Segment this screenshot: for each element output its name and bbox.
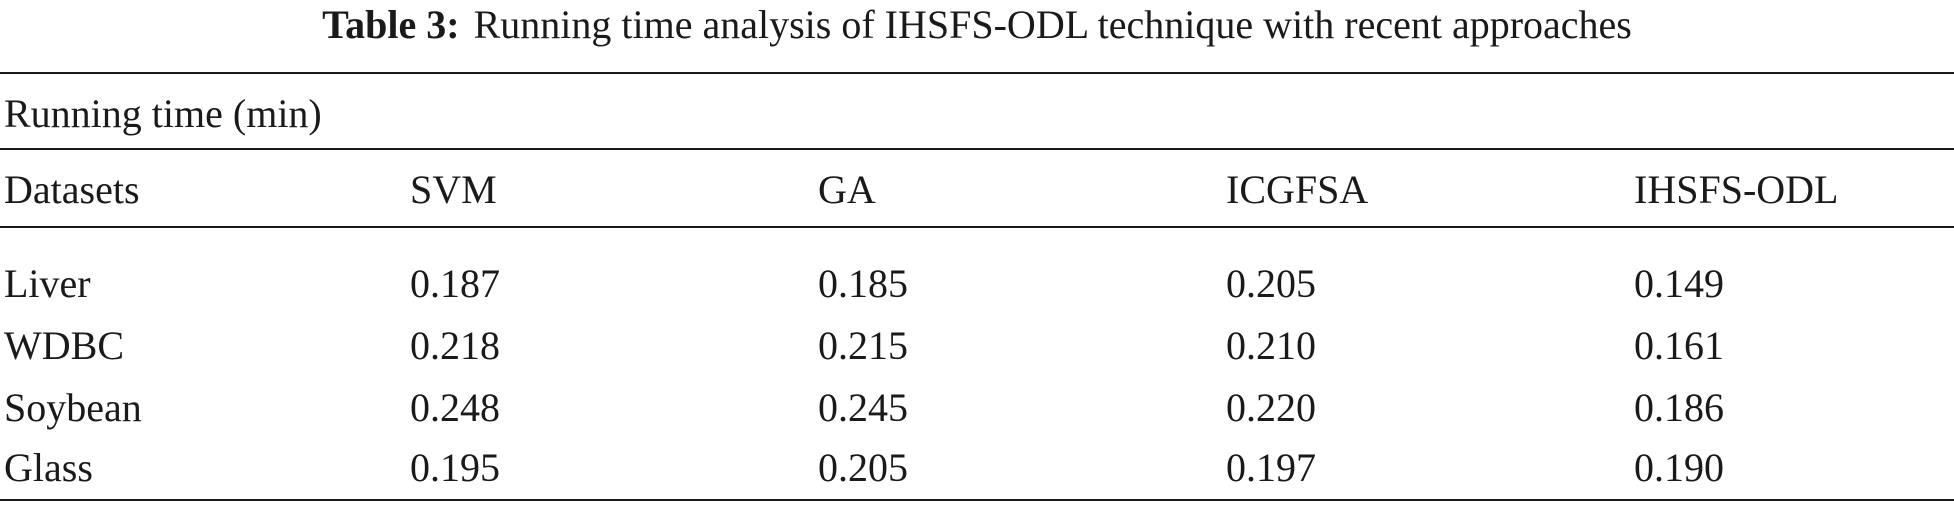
- ihsfs-odl-value: 0.190: [1634, 445, 1724, 490]
- table-row: Glass 0.195 0.205 0.197 0.190: [0, 438, 1954, 498]
- table-header-row: Datasets SVM GA ICGFSA IHSFS-ODL: [0, 160, 1954, 220]
- column-header-svm: SVM: [410, 167, 497, 212]
- column-header-datasets: Datasets: [4, 167, 140, 212]
- column-header-ga: GA: [818, 167, 876, 212]
- table-row: Liver 0.187 0.185 0.205 0.149: [0, 254, 1954, 314]
- column-header-icgfsa: ICGFSA: [1226, 167, 1369, 212]
- dataset-name: Soybean: [4, 385, 142, 430]
- ihsfs-odl-value: 0.161: [1634, 323, 1724, 368]
- ga-value: 0.205: [818, 445, 908, 490]
- group-header-running-time: Running time (min): [4, 91, 322, 136]
- icgfsa-value: 0.210: [1226, 323, 1316, 368]
- svm-value: 0.248: [410, 385, 500, 430]
- header-rule: [0, 226, 1954, 228]
- bottom-rule: [0, 499, 1954, 501]
- table-caption-label: Table 3:: [322, 2, 460, 47]
- dataset-name: WDBC: [4, 323, 124, 368]
- group-rule: [0, 148, 1954, 150]
- ga-value: 0.245: [818, 385, 908, 430]
- dataset-name: Glass: [4, 445, 93, 490]
- table-caption-text: Running time analysis of IHSFS-ODL techn…: [473, 2, 1632, 47]
- table-caption: Table 3: Running time analysis of IHSFS-O…: [0, 0, 1954, 50]
- svm-value: 0.187: [410, 261, 500, 306]
- ga-value: 0.215: [818, 323, 908, 368]
- svm-value: 0.218: [410, 323, 500, 368]
- ihsfs-odl-value: 0.186: [1634, 385, 1724, 430]
- ihsfs-odl-value: 0.149: [1634, 261, 1724, 306]
- table-row: WDBC 0.218 0.215 0.210 0.161: [0, 316, 1954, 376]
- top-rule: [0, 72, 1954, 74]
- icgfsa-value: 0.205: [1226, 261, 1316, 306]
- ga-value: 0.185: [818, 261, 908, 306]
- icgfsa-value: 0.197: [1226, 445, 1316, 490]
- dataset-name: Liver: [4, 261, 91, 306]
- table-row: Soybean 0.248 0.245 0.220 0.186: [0, 378, 1954, 438]
- icgfsa-value: 0.220: [1226, 385, 1316, 430]
- svm-value: 0.195: [410, 445, 500, 490]
- column-header-ihsfs-odl: IHSFS-ODL: [1634, 167, 1839, 212]
